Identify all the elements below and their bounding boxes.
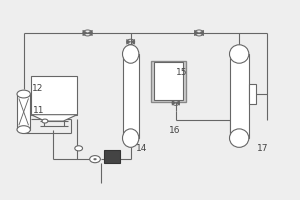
Polygon shape bbox=[199, 30, 204, 36]
Ellipse shape bbox=[17, 90, 30, 98]
Polygon shape bbox=[88, 30, 92, 36]
Ellipse shape bbox=[230, 45, 249, 63]
Circle shape bbox=[75, 146, 83, 151]
Text: 16: 16 bbox=[169, 126, 181, 135]
Circle shape bbox=[90, 156, 101, 163]
Bar bbox=[152, 61, 186, 102]
Circle shape bbox=[42, 119, 48, 123]
Text: 15: 15 bbox=[176, 68, 188, 77]
Polygon shape bbox=[31, 115, 77, 121]
Polygon shape bbox=[131, 39, 135, 44]
Text: 12: 12 bbox=[32, 84, 43, 93]
Polygon shape bbox=[172, 101, 176, 105]
Polygon shape bbox=[194, 30, 199, 36]
Polygon shape bbox=[127, 39, 131, 44]
Circle shape bbox=[94, 158, 96, 160]
Ellipse shape bbox=[122, 129, 139, 147]
Polygon shape bbox=[176, 101, 180, 105]
Polygon shape bbox=[83, 30, 88, 36]
Ellipse shape bbox=[17, 126, 30, 134]
Bar bbox=[122, 54, 139, 138]
Ellipse shape bbox=[230, 129, 249, 147]
Text: 11: 11 bbox=[33, 106, 44, 115]
Text: 17: 17 bbox=[257, 144, 269, 153]
Ellipse shape bbox=[122, 45, 139, 63]
Bar bbox=[154, 62, 183, 100]
Bar bbox=[249, 84, 256, 104]
Bar bbox=[17, 94, 30, 130]
Bar bbox=[230, 54, 249, 138]
Bar bbox=[104, 150, 120, 163]
Bar bbox=[31, 76, 77, 115]
Text: 14: 14 bbox=[136, 144, 147, 153]
